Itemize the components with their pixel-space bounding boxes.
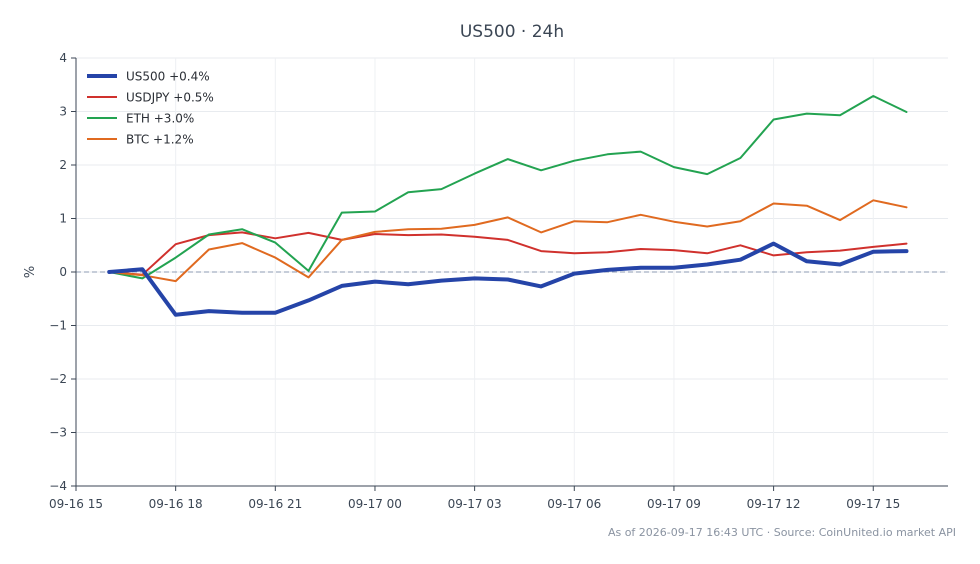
x-tick-label: 09-17 12 bbox=[747, 497, 801, 511]
x-tick-label: 09-17 06 bbox=[547, 497, 601, 511]
axes: 4 3 2 1 0 −1 −2 −3 −4 09-16 15 09-16 18 09-16 21 09-… bbox=[49, 51, 948, 511]
grid bbox=[75, 57, 948, 487]
series-line-0 bbox=[107, 241, 909, 317]
y-tick-label: 4 bbox=[59, 51, 67, 65]
chart-title: US500 · 24h bbox=[460, 22, 564, 42]
x-tick-label: 09-16 21 bbox=[248, 497, 302, 511]
y-tick-label: 2 bbox=[59, 158, 67, 172]
legend-label-3: BTC +1.2% bbox=[126, 133, 194, 147]
y-axis-label: % bbox=[23, 266, 38, 278]
x-tick-label: 09-16 15 bbox=[49, 497, 103, 511]
x-tick-label: 09-17 00 bbox=[348, 497, 402, 511]
series-line-1 bbox=[108, 231, 908, 276]
legend-label-1: USDJPY +0.5% bbox=[126, 91, 214, 105]
legend: US500 +0.4% USDJPY +0.5% ETH +3.0% BTC +1.2… bbox=[87, 70, 214, 147]
y-tick-label: 1 bbox=[59, 212, 67, 226]
y-tick-label: 3 bbox=[59, 105, 67, 119]
series-line-3 bbox=[108, 199, 908, 283]
x-tick-label: 09-16 18 bbox=[149, 497, 203, 511]
legend-label-0: US500 +0.4% bbox=[126, 70, 210, 84]
x-tick-label: 09-17 03 bbox=[448, 497, 502, 511]
y-tick-label: 0 bbox=[59, 265, 67, 279]
y-tick-label: −3 bbox=[49, 426, 67, 440]
y-tick-label: −2 bbox=[49, 372, 67, 386]
series-lines bbox=[107, 95, 909, 317]
legend-label-2: ETH +3.0% bbox=[126, 112, 194, 126]
y-tick-label: −1 bbox=[49, 319, 67, 333]
series-line-2 bbox=[108, 95, 908, 280]
y-tick-label: −4 bbox=[49, 479, 67, 493]
x-tick-label: 09-17 09 bbox=[647, 497, 701, 511]
x-tick-label: 09-17 15 bbox=[846, 497, 900, 511]
source-footnote: As of 2026-09-17 16:43 UTC · Source: Coi… bbox=[607, 526, 956, 539]
